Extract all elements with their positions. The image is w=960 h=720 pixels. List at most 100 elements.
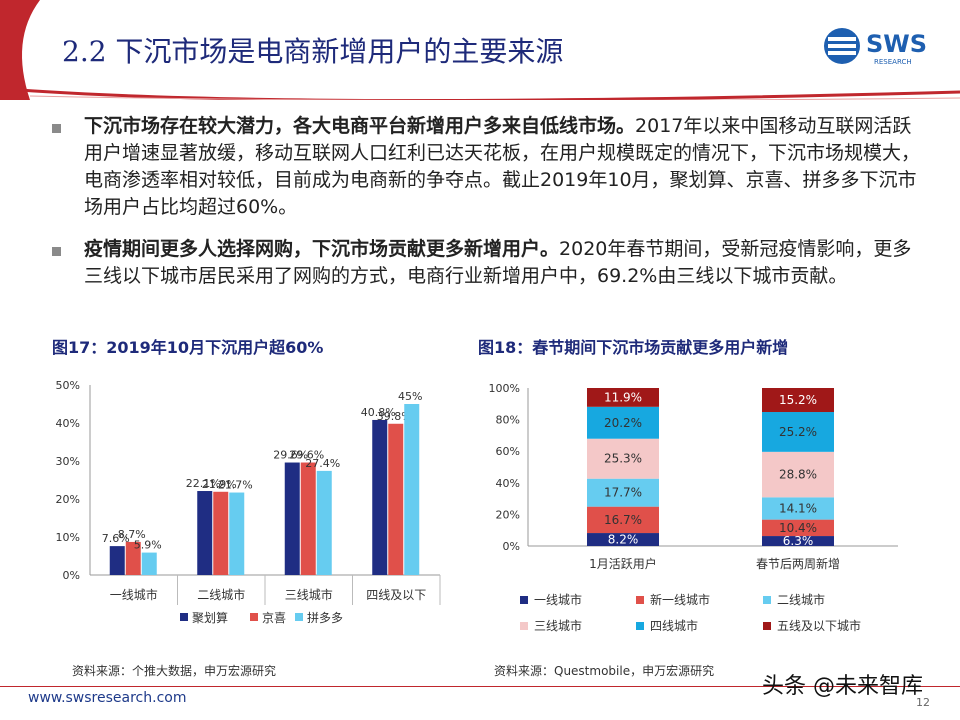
legend-swatch — [180, 613, 188, 621]
footer-url-link[interactable]: www.swsresearch.com — [28, 690, 187, 706]
data-label: 28.8% — [779, 468, 817, 482]
bar — [316, 470, 332, 575]
stack-segment — [762, 497, 834, 520]
data-label: 21.9% — [202, 478, 237, 491]
data-label: 6.3% — [783, 534, 814, 548]
data-label: 10.4% — [779, 521, 817, 535]
legend-swatch — [636, 596, 644, 604]
x-tick-label: 二线城市 — [197, 587, 245, 602]
y-tick-label: 60% — [496, 445, 520, 458]
stack-segment — [762, 451, 834, 498]
bullet-marker — [52, 247, 61, 256]
y-tick-label: 0% — [63, 569, 80, 582]
fig17-source: 资料来源：个推大数据，申万宏源研究 — [72, 664, 277, 678]
data-label: 25.3% — [604, 452, 642, 466]
legend-label: 一线城市 — [534, 592, 582, 607]
data-label: 27.4% — [305, 457, 340, 470]
legend-label: 四线城市 — [650, 618, 698, 633]
bar — [125, 541, 141, 575]
stack-segment — [762, 536, 834, 546]
data-label: 25.2% — [779, 425, 817, 439]
legend-label: 新一线城市 — [650, 592, 710, 607]
legend-label: 三线城市 — [534, 618, 582, 633]
bar — [109, 546, 125, 575]
bullet-paragraph-2: 疫情期间更多人选择网购，下沉市场贡献更多新增用户。2020年春节期间，受新冠疫情… — [84, 236, 924, 290]
x-tick-label: 四线及以下 — [366, 588, 426, 602]
y-tick-label: 20% — [496, 508, 520, 521]
bullet-2-text: 2020年春节期间，受新冠疫情影响，更多三线以下城市居民采用了网购的方式，电商行… — [84, 238, 912, 287]
stack-segment — [762, 412, 834, 452]
legend-swatch — [763, 622, 771, 630]
legend-label: 京喜 — [262, 611, 286, 625]
data-label: 5.9% — [134, 539, 162, 552]
logo-subtext: RESEARCH — [874, 58, 912, 66]
fig18-source: 资料来源：Questmobile，申万宏源研究 — [494, 664, 715, 678]
data-label: 17.7% — [604, 486, 642, 500]
legend-swatch — [250, 613, 258, 621]
y-tick-label: 20% — [56, 493, 80, 506]
legend-label: 聚划算 — [192, 610, 228, 625]
x-tick-label: 1月活跃用户 — [589, 556, 657, 571]
bar — [300, 462, 316, 575]
fig17-title: 图17：2019年10月下沉用户超60% — [52, 338, 324, 357]
y-tick-label: 30% — [56, 455, 80, 468]
stack-segment — [762, 388, 834, 413]
data-label: 22.1% — [186, 477, 221, 490]
y-tick-label: 80% — [496, 414, 520, 427]
data-label: 21.7% — [218, 479, 253, 492]
y-tick-label: 40% — [56, 417, 80, 430]
data-label: 14.1% — [779, 501, 817, 515]
bullet-paragraph-1: 下沉市场存在较大潜力，各大电商平台新增用户多来自低线市场。2017年以来中国移动… — [84, 113, 924, 221]
legend-label: 二线城市 — [777, 592, 825, 607]
data-label: 20.2% — [604, 416, 642, 430]
data-label: 39.8% — [377, 410, 412, 423]
bar — [404, 404, 420, 575]
data-label: 8.2% — [608, 533, 639, 547]
legend-label: 拼多多 — [307, 611, 343, 625]
legend-label: 五线及以下城市 — [777, 618, 861, 633]
fig18-chart: 0% 20% 40% 60% 80% 100% 8.2% 16.7% 17.7% 25.3% 20.… — [489, 382, 898, 633]
footer-divider — [0, 686, 960, 687]
y-tick-label: 50% — [56, 379, 80, 392]
x-tick-label: 一线城市 — [110, 587, 158, 602]
stack-segment — [762, 519, 834, 537]
bar — [197, 491, 213, 575]
bullet-2-lead: 疫情期间更多人选择网购，下沉市场贡献更多新增用户。 — [84, 238, 560, 260]
data-label: 29.6% — [273, 449, 308, 462]
bar — [141, 552, 157, 575]
bar — [229, 492, 245, 575]
legend-swatch — [763, 596, 771, 604]
stack-segment — [587, 388, 659, 407]
page-number: 12 — [916, 696, 930, 709]
bar — [388, 423, 404, 575]
stack-segment — [587, 533, 659, 546]
page-title: 2.2 下沉市场是电商新增用户的主要来源 — [62, 35, 564, 68]
bar — [284, 462, 300, 575]
fig17-chart: 0% 10% 20% 30% 40% 50% 7.6%8.7%5.9% 一线城市 22.1%21… — [56, 379, 441, 625]
legend-swatch — [520, 596, 528, 604]
data-label: 11.9% — [604, 390, 642, 404]
data-label: 7.6% — [102, 532, 130, 545]
data-label: 45% — [398, 390, 422, 403]
y-tick-label: 10% — [56, 531, 80, 544]
x-tick-label: 三线城市 — [285, 587, 333, 602]
bar — [213, 491, 229, 575]
x-tick-label: 春节后两周新增 — [756, 556, 840, 571]
sws-logo: SWS RESEARCH — [824, 28, 927, 66]
legend-swatch — [295, 613, 303, 621]
y-tick-label: 0% — [503, 540, 520, 553]
bar — [372, 419, 388, 575]
bullet-1-lead: 下沉市场存在较大潜力，各大电商平台新增用户多来自低线市场。 — [84, 115, 636, 137]
bullet-marker — [52, 124, 61, 133]
legend-swatch — [520, 622, 528, 630]
y-tick-label: 100% — [489, 382, 520, 395]
data-label: 8.7% — [118, 528, 146, 541]
legend-swatch — [636, 622, 644, 630]
header-decoration — [0, 0, 960, 100]
bullet-1-text: 2017年以来中国移动互联网活跃用户增速显著放缓，移动互联网人口红利已达天花板，… — [84, 115, 921, 218]
stack-segment — [587, 438, 659, 479]
y-tick-label: 40% — [496, 477, 520, 490]
stack-segment — [587, 506, 659, 534]
stack-segment — [587, 406, 659, 439]
data-label: 15.2% — [779, 393, 817, 407]
